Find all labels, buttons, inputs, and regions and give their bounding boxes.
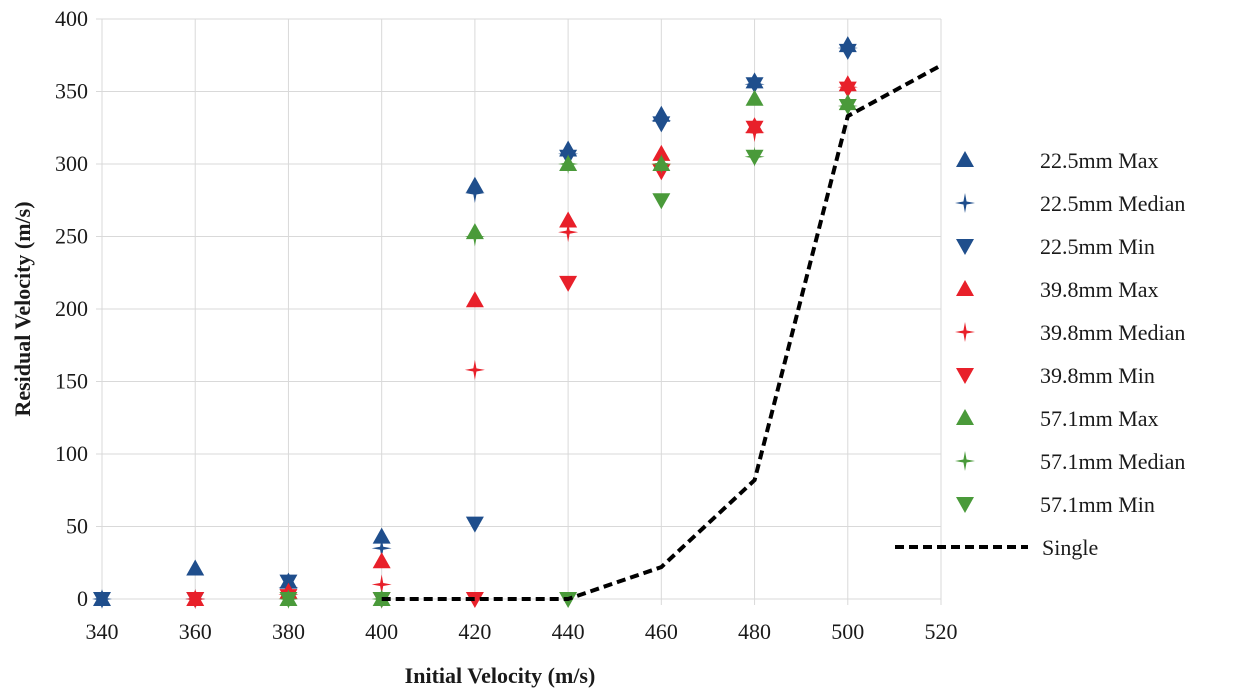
- legend-swatch: [955, 322, 975, 342]
- x-tick-label: 460: [645, 619, 678, 644]
- data-point: [558, 222, 579, 243]
- data-point: [838, 81, 857, 98]
- y-tick-label: 150: [55, 369, 88, 394]
- legend-swatch: [956, 151, 974, 167]
- data-point: [465, 291, 484, 308]
- legend-label: 57.1mm Min: [1040, 492, 1155, 517]
- data-point: [279, 592, 298, 608]
- legend-swatch: [956, 368, 974, 384]
- data-point: [559, 275, 578, 292]
- legend-label: 39.8mm Median: [1040, 320, 1185, 345]
- legend: 22.5mm Max 22.5mm Median 22.5mm Min 39.8mm …: [895, 148, 1185, 560]
- data-point: [652, 144, 671, 161]
- data-point: [464, 226, 485, 247]
- y-tick-label: 300: [55, 151, 88, 176]
- data-point: [371, 538, 392, 559]
- data-point: [372, 592, 391, 608]
- data-point: [745, 120, 764, 137]
- single-dashed-line: [381, 63, 942, 601]
- data-point: [651, 154, 672, 174]
- legend-swatch: [955, 451, 975, 471]
- legend-label: Single: [1042, 535, 1098, 560]
- data-point: [652, 116, 671, 133]
- y-tick-label: 50: [66, 514, 88, 539]
- y-tick-label: 250: [55, 224, 88, 249]
- legend-swatch: [956, 497, 974, 513]
- data-point: [559, 211, 578, 228]
- data-point: [745, 149, 764, 166]
- data-point: [652, 193, 671, 210]
- x-tick-label: 440: [552, 619, 585, 644]
- y-axis-title: Residual Velocity (m/s): [10, 201, 35, 416]
- x-tick-label: 400: [365, 619, 398, 644]
- x-tick-label: 520: [925, 619, 958, 644]
- data-point: [838, 43, 857, 60]
- legend-swatch: [956, 239, 974, 255]
- legend-label: 22.5mm Median: [1040, 191, 1185, 216]
- data-point: [838, 99, 857, 115]
- data-point: [186, 559, 205, 576]
- data-point: [465, 516, 484, 533]
- plot-area: [92, 36, 942, 609]
- data-point: [372, 552, 391, 569]
- legend-label: 22.5mm Max: [1040, 148, 1159, 173]
- axis-ticks: 340 360 380 400 420 440 460 480 500 520 0 50 100 150 2…: [55, 6, 958, 644]
- y-tick-label: 200: [55, 296, 88, 321]
- gridlines: [96, 18, 942, 605]
- data-point: [745, 77, 764, 94]
- x-tick-label: 380: [272, 619, 305, 644]
- x-axis-title: Initial Velocity (m/s): [405, 663, 596, 688]
- data-point: [464, 183, 485, 203]
- legend-label: 39.8mm Min: [1040, 363, 1155, 388]
- data-point: [745, 89, 764, 106]
- y-tick-label: 0: [77, 586, 88, 611]
- y-tick-label: 400: [55, 6, 88, 31]
- data-point: [186, 592, 205, 608]
- legend-label: 39.8mm Max: [1040, 277, 1159, 302]
- x-tick-label: 500: [831, 619, 864, 644]
- legend-swatch: [956, 409, 974, 425]
- x-tick-label: 360: [179, 619, 212, 644]
- x-tick-label: 340: [86, 619, 119, 644]
- data-point: [464, 359, 485, 380]
- legend-swatch: [955, 193, 975, 213]
- data-point: [93, 592, 111, 608]
- data-point: [372, 527, 391, 544]
- y-tick-label: 100: [55, 441, 88, 466]
- legend-label: 22.5mm Min: [1040, 234, 1155, 259]
- data-point: [558, 154, 579, 174]
- data-point: [465, 592, 484, 608]
- y-tick-label: 350: [55, 79, 88, 104]
- legend-swatch: [956, 280, 974, 296]
- legend-label: 57.1mm Median: [1040, 449, 1185, 474]
- data-point: [371, 574, 392, 595]
- data-point: [279, 574, 298, 591]
- x-tick-label: 420: [458, 619, 491, 644]
- series-9: [381, 63, 942, 601]
- legend-label: 57.1mm Max: [1040, 406, 1159, 431]
- x-tick-label: 480: [738, 619, 771, 644]
